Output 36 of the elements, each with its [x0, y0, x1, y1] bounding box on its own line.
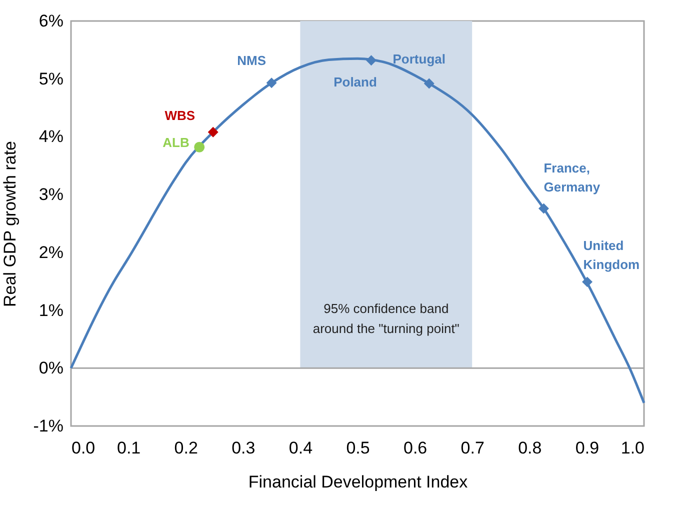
- point: [266, 78, 277, 88]
- x-tick-label: 0.9: [575, 438, 600, 458]
- x-tick-label: 0.2: [174, 438, 198, 458]
- series-label: Poland: [334, 74, 377, 90]
- y-tick-label: 1%: [38, 300, 64, 320]
- y-tick-label: 4%: [38, 127, 64, 146]
- y-tick-label: 2%: [38, 242, 64, 262]
- series-label: Portugal: [392, 51, 446, 66]
- series-label: WBS: [164, 108, 196, 124]
- y-axis-title: Real GDP growth rate: [0, 141, 20, 307]
- y-tick-label: 3%: [38, 185, 64, 204]
- series-label: United Kingdom: [583, 238, 640, 272]
- point: [208, 126, 218, 138]
- band-label: 95% confidence band around the "turning point": [312, 301, 460, 336]
- x-tick-label: 0.7: [460, 438, 484, 458]
- series-label: France, Germany: [544, 160, 601, 194]
- series-label: NMS: [237, 52, 266, 68]
- x-axis-title: Financial Development Index: [248, 472, 468, 492]
- y-tick-label: 0%: [38, 358, 64, 378]
- y-tick-label: -1%: [33, 416, 64, 436]
- x-tick-label: 0.0: [72, 438, 96, 458]
- y-tick-label: 5%: [38, 69, 64, 88]
- point: [538, 203, 549, 214]
- x-tick-label: 1.0: [620, 438, 644, 458]
- x-tick-label: 0.1: [116, 438, 141, 458]
- point: [194, 142, 205, 152]
- point: [366, 55, 376, 66]
- x-tick-label: 0.6: [403, 438, 428, 458]
- x-tick-label: 0.4: [288, 438, 313, 458]
- x-tick-label: 0.3: [232, 438, 256, 458]
- x-tick-label: 0.5: [346, 438, 370, 458]
- point: [424, 78, 434, 89]
- x-tick-label: 0.8: [518, 438, 542, 458]
- series-label: ALB: [162, 135, 190, 150]
- y-tick-label: 6%: [38, 12, 64, 30]
- point: [582, 276, 593, 288]
